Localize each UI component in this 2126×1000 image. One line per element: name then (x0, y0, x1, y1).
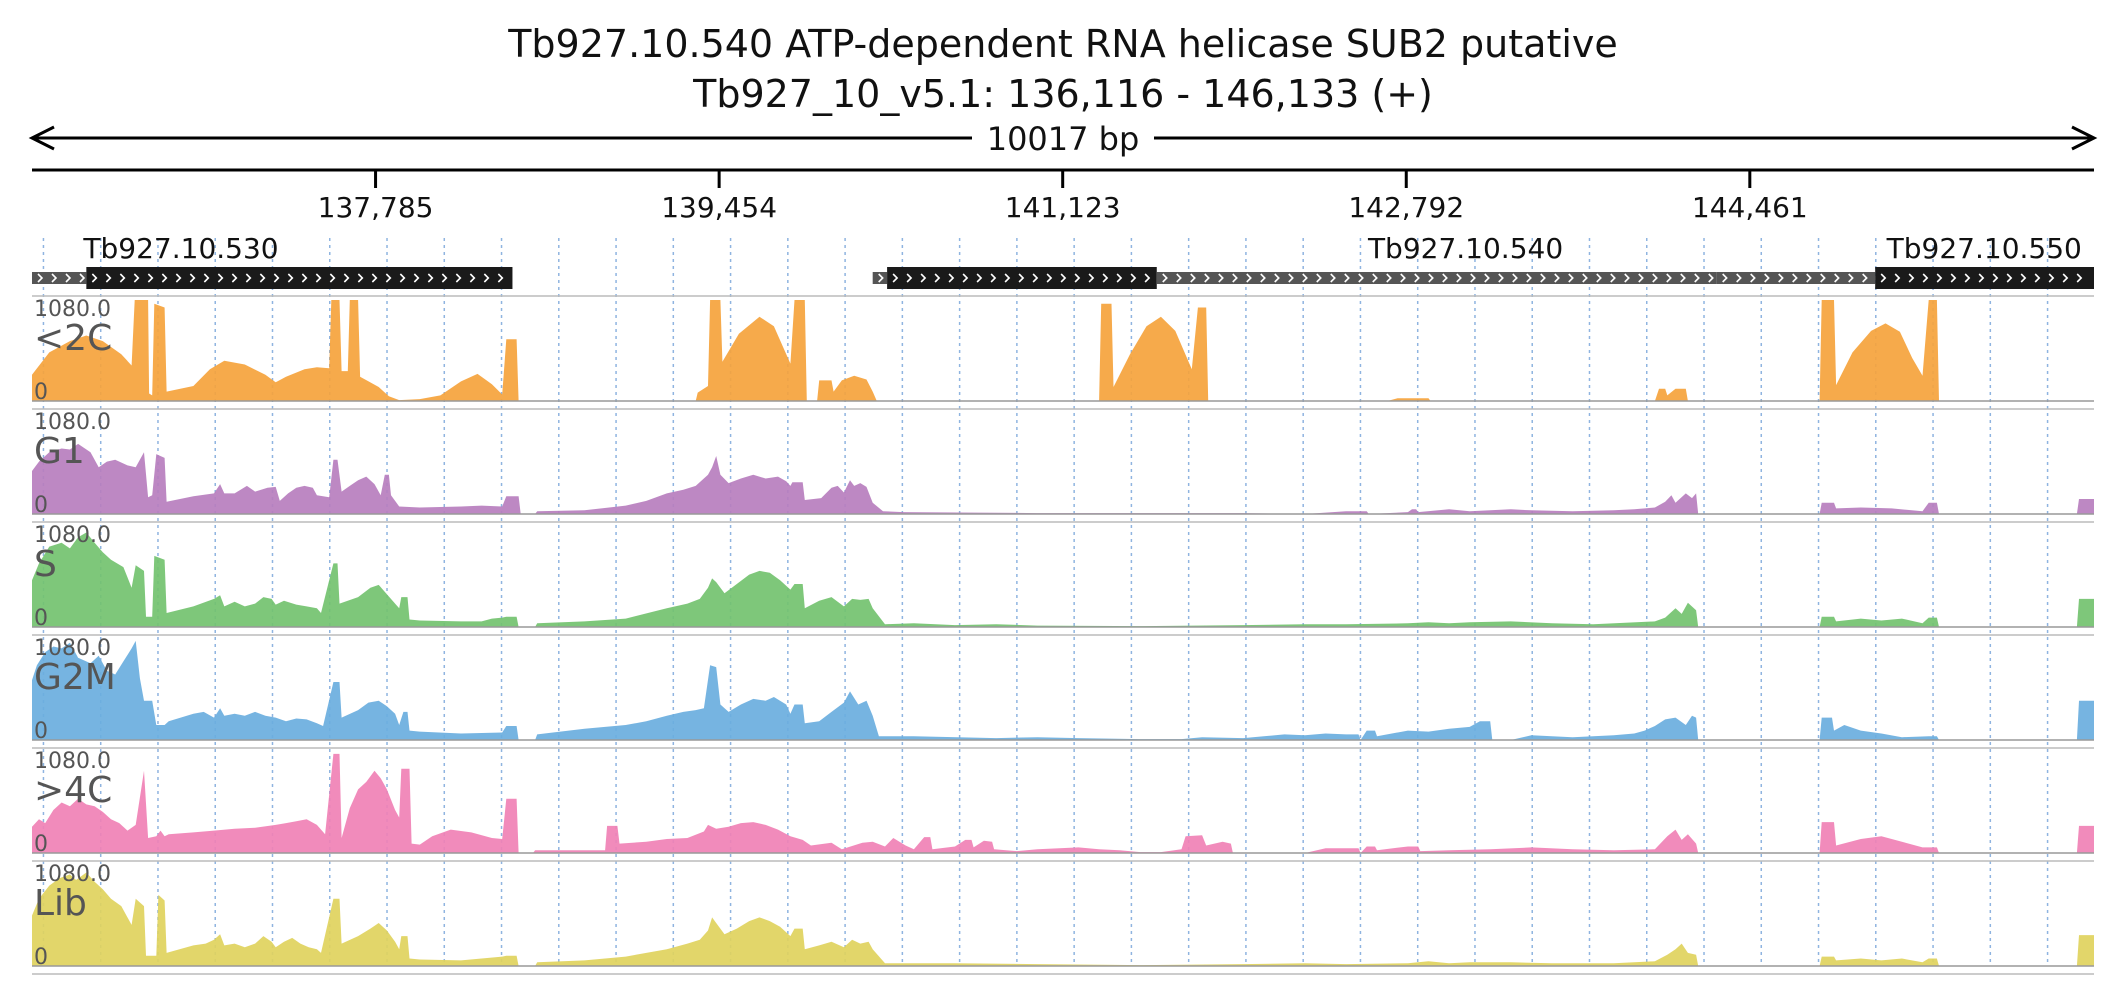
gene-utr5-chevrons-2 (1722, 273, 1868, 283)
track-ymin-label-4: 0 (34, 832, 48, 857)
track-ymin-label-3: 0 (34, 719, 48, 744)
length-label: 10017 bp (987, 120, 1140, 158)
track-name-0: <2C (34, 318, 112, 359)
gene-2: Tb927.10.550 (1716, 232, 2094, 289)
coverage-area-0 (32, 300, 2094, 401)
track-ymax-label-0: 1080.0 (34, 297, 111, 322)
gene-cds-1 (887, 267, 1157, 289)
gene-1: Tb927.10.540 (872, 232, 1717, 289)
arrowhead-left (28, 125, 55, 151)
track-name-5: Lib (34, 883, 87, 924)
track-ymin-label-0: 0 (34, 380, 48, 405)
ruler-tick-label-4: 144,461 (1692, 191, 1808, 224)
gene-cds-2 (1875, 267, 2094, 289)
gene-cds-chevrons-1 (892, 273, 1151, 283)
track-ymax-label-5: 1080.0 (34, 862, 111, 887)
gene-0: Tb927.10.530 (32, 232, 513, 289)
coverage-area-5 (32, 872, 2094, 966)
ruler-tick-label-0: 137,785 (318, 191, 434, 224)
gene-utr3-chevrons-1 (1162, 273, 1714, 283)
track-ymax-label-2: 1080.0 (34, 523, 111, 548)
gene-label-1: Tb927.10.540 (1367, 232, 1563, 265)
genomic-coordinates: Tb927_10_v5.1: 136,116 - 146,133 (+) (693, 72, 1433, 116)
gene-utr5-chevrons-0 (37, 273, 86, 283)
gene-utr5-1 (872, 272, 888, 284)
track-2 (32, 521, 2094, 628)
track-4 (32, 747, 2094, 854)
gene-utr5-chevrons-1 (878, 273, 884, 283)
track-ymin-label-1: 0 (34, 493, 48, 518)
coverage-area-3 (32, 640, 2094, 740)
track-ymax-label-1: 1080.0 (34, 410, 111, 435)
coverage-area-4 (32, 753, 2094, 853)
gene-cds-0 (86, 267, 513, 289)
gene-label-2: Tb927.10.550 (1886, 232, 2082, 265)
track-ymin-label-5: 0 (34, 945, 48, 970)
track-name-2: S (34, 544, 57, 585)
track-name-3: G2M (34, 657, 116, 698)
track-5 (32, 860, 2094, 967)
track-name-4: >4C (34, 770, 112, 811)
gene-label-0: Tb927.10.530 (82, 232, 278, 265)
ruler-tick-label-1: 139,454 (661, 191, 777, 224)
track-3 (32, 634, 2094, 741)
track-ymin-label-2: 0 (34, 606, 48, 631)
coverage-area-2 (32, 532, 2094, 627)
gene-utr5-0 (32, 272, 87, 284)
gene-title: Tb927.10.540 ATP-dependent RNA helicase … (508, 22, 1618, 66)
arrowhead-right (2071, 125, 2098, 151)
gene-cds-chevrons-0 (91, 273, 504, 283)
coverage-area-1 (32, 443, 2094, 514)
gene-utr3-1 (1156, 272, 1717, 284)
track-name-1: G1 (34, 431, 85, 472)
ruler-tick-label-3: 142,792 (1348, 191, 1464, 224)
track-1 (32, 408, 2094, 515)
track-ymax-label-3: 1080.0 (34, 636, 111, 661)
track-ymax-label-4: 1080.0 (34, 749, 111, 774)
ruler-tick-label-2: 141,123 (1005, 191, 1121, 224)
gene-cds-chevrons-2 (1880, 273, 2083, 283)
track-0 (32, 295, 2094, 402)
